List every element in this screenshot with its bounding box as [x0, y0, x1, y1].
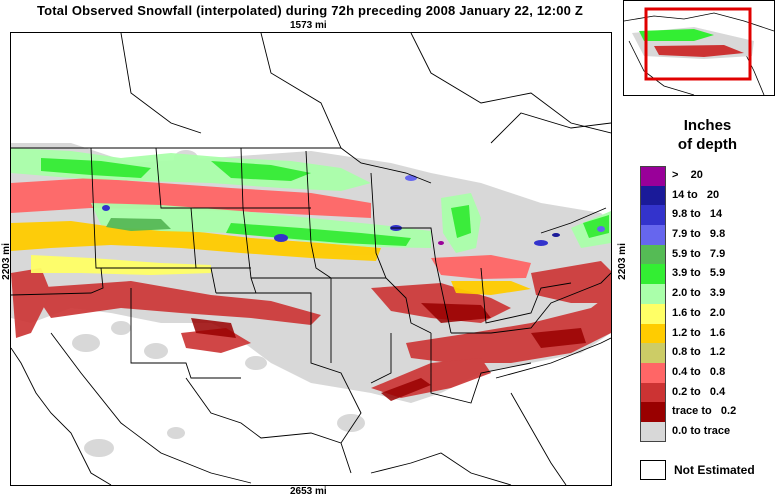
- snowfall-map[interactable]: [10, 32, 612, 486]
- legend-range-label: 2.0 to 3.9: [672, 287, 726, 300]
- legend-swatch: [640, 323, 666, 344]
- legend-swatch: [640, 402, 666, 422]
- legend-row: 7.9 to 9.8: [640, 225, 775, 245]
- legend-swatch: [640, 244, 666, 265]
- bottom-width-label: 2653 mi: [290, 486, 327, 497]
- legend-row: 14 to 20: [640, 185, 775, 206]
- legend-row: 2.0 to 3.9: [640, 284, 775, 304]
- legend-swatch: [640, 421, 666, 442]
- legend-range-label: 7.9 to 9.8: [672, 228, 726, 241]
- legend-range-label: > 20: [672, 169, 703, 181]
- legend-swatch: [640, 284, 666, 304]
- legend-range-label: 1.2 to 1.6: [672, 326, 726, 339]
- legend-title-line2: of depth: [677, 136, 738, 153]
- legend-range-label: 0.4 to 0.8: [672, 365, 726, 378]
- legend-row: 9.8 to 14: [640, 205, 775, 226]
- legend-title: Inches of depth: [640, 116, 775, 154]
- legend-range-label: 0.2 to 0.4: [672, 385, 726, 398]
- legend-swatch: [640, 225, 666, 245]
- legend-row: 0.8 to 1.2: [640, 343, 775, 363]
- legend-swatch: [640, 205, 666, 226]
- inset-snow: [632, 27, 754, 59]
- legend-row: > 20: [640, 166, 775, 186]
- legend-range-label: 0.0 to trace: [672, 424, 731, 437]
- width-label: 1573 mi: [290, 20, 327, 31]
- map-title: Total Observed Snowfall (interpolated) d…: [36, 3, 584, 18]
- not-estimated-label: Not Estimated: [674, 463, 755, 477]
- legend-row: 5.9 to 7.9: [640, 244, 775, 265]
- legend-range-label: 14 to 20: [672, 188, 720, 201]
- legend-range-label: 3.9 to 5.9: [672, 267, 726, 280]
- heavy-snow-bands: [11, 148, 611, 253]
- legend-row: 3.9 to 5.9: [640, 264, 775, 285]
- trace-bands: [191, 303, 586, 401]
- legend-range-label: 1.6 to 2.0: [672, 306, 726, 319]
- legend-row: trace to 0.2: [640, 402, 775, 422]
- height-label-right: 2203 mi: [616, 243, 628, 280]
- not-estimated-swatch: [640, 460, 666, 480]
- legend-range-label: trace to 0.2: [672, 405, 737, 418]
- legend-row: 1.6 to 2.0: [640, 303, 775, 324]
- legend-range-label: 5.9 to 7.9: [672, 247, 726, 260]
- locator-inset[interactable]: [623, 0, 775, 96]
- legend-row: 0.4 to 0.8: [640, 362, 775, 383]
- legend-row: 0.2 to 0.4: [640, 382, 775, 403]
- legend-row: 0.0 to trace: [640, 421, 775, 442]
- legend-swatch: [640, 185, 666, 206]
- boundaries: [11, 33, 611, 485]
- inset-map: [624, 7, 774, 95]
- legend-swatch: [640, 362, 666, 383]
- map-canvas: [11, 33, 611, 485]
- view-extent-box: [644, 7, 752, 81]
- legend-swatch: [640, 382, 666, 403]
- legend-swatch: [640, 264, 666, 285]
- legend-swatch: [640, 166, 666, 186]
- legend-range-label: 0.8 to 1.2: [672, 346, 726, 359]
- legend: > 20 14 to 20 9.8 to 14 7.9 to 9.8 5.9 to 7.…: [640, 166, 775, 442]
- legend-range-label: 9.8 to 14: [672, 208, 723, 221]
- legend-title-line1: Inches: [683, 117, 732, 134]
- legend-row: 1.2 to 1.6: [640, 323, 775, 344]
- legend-swatch: [640, 303, 666, 324]
- legend-swatch: [640, 343, 666, 363]
